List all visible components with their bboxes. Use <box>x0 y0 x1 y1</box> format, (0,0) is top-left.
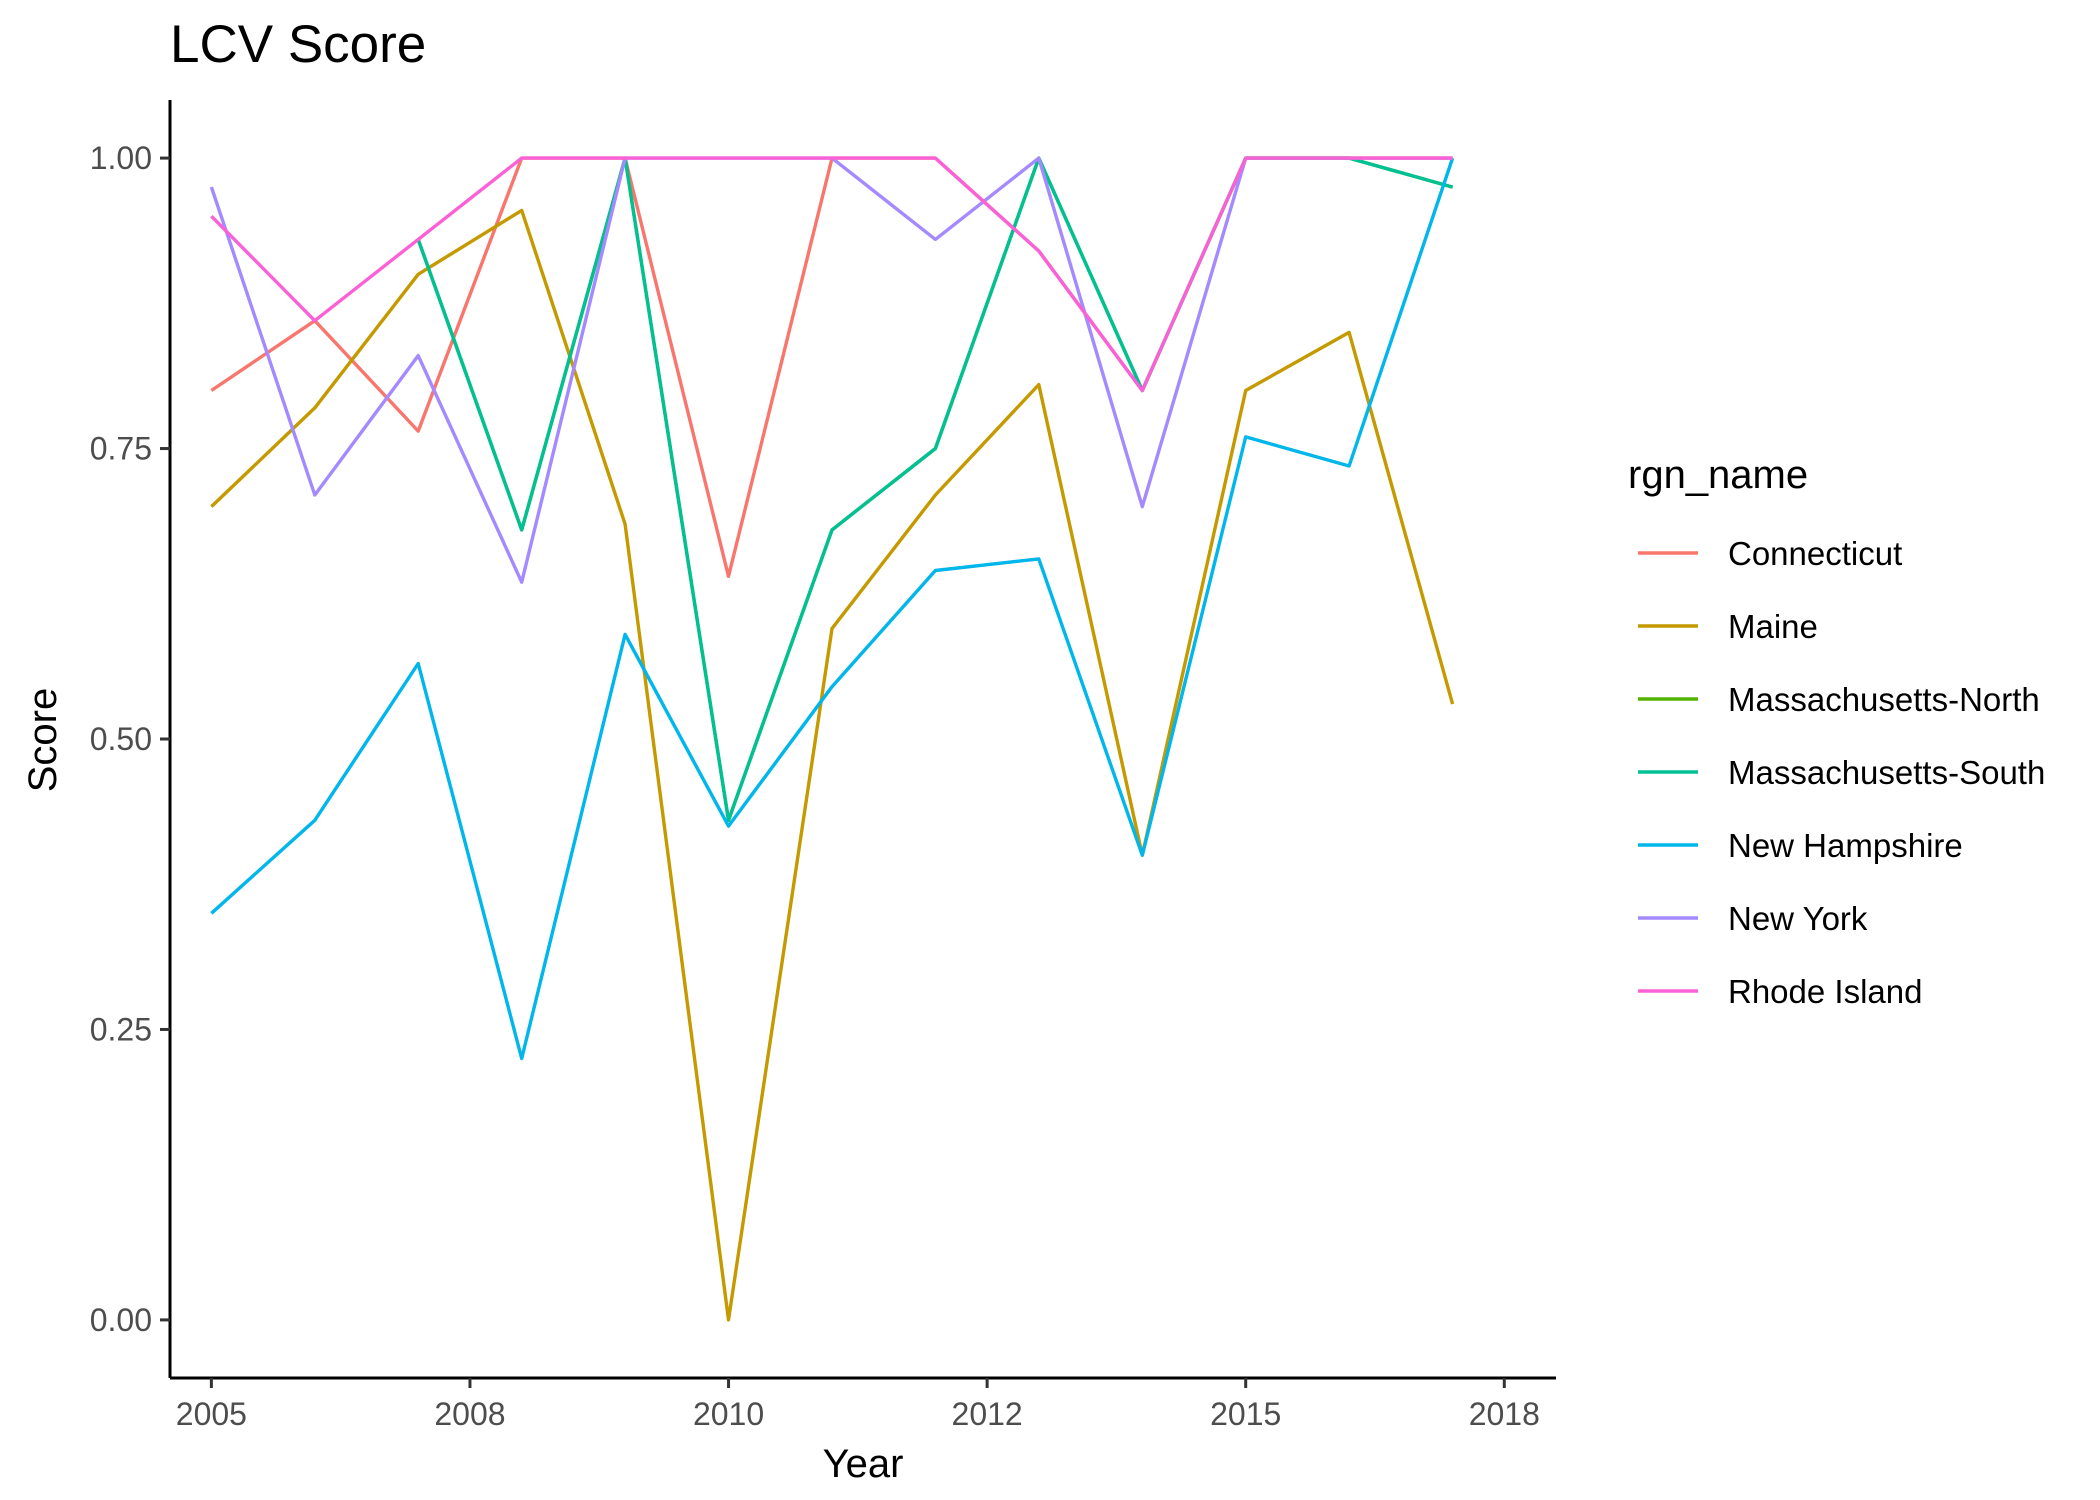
legend: rgn_name Connecticut Maine Massachusetts-N… <box>1628 453 2045 1010</box>
legend-items: Connecticut Maine Massachusetts-North Massa… <box>1638 535 2045 1010</box>
y-tick-label: 0.25 <box>90 1011 152 1047</box>
legend-label-rhode-island: Rhode Island <box>1728 973 1922 1010</box>
series-line-connecticut <box>210 156 1453 578</box>
y-tick-label: 0.75 <box>90 431 152 467</box>
y-axis-ticks: 0.00 0.25 0.50 0.75 1.00 <box>90 140 170 1338</box>
y-tick-label: 0.00 <box>90 1302 152 1338</box>
x-tick-label: 2012 <box>952 1396 1023 1432</box>
y-axis-title: Score <box>21 688 65 793</box>
legend-label-maine: Maine <box>1728 608 1818 645</box>
series-lines <box>209 156 1455 1322</box>
series-line-massachusetts-south <box>416 156 1454 822</box>
y-tick-label: 0.50 <box>90 721 152 757</box>
x-tick-label: 2015 <box>1210 1396 1281 1432</box>
x-tick-label: 2018 <box>1469 1396 1540 1432</box>
x-tick-label: 2010 <box>693 1396 764 1432</box>
chart-title: LCV Score <box>170 15 426 74</box>
plot-area: 2005 2008 2010 2012 2015 2018 0.00 0.25 0.50 0.7… <box>90 100 1556 1432</box>
legend-label-connecticut: Connecticut <box>1728 535 1902 572</box>
series-line-new-york <box>209 156 1453 584</box>
series-line-maine <box>210 208 1455 1322</box>
legend-title: rgn_name <box>1628 453 1808 497</box>
x-tick-label: 2005 <box>176 1396 247 1432</box>
legend-label-massachusetts-north: Massachusetts-North <box>1728 681 2040 718</box>
legend-label-new-york: New York <box>1728 900 1868 937</box>
legend-label-massachusetts-south: Massachusetts-South <box>1728 754 2045 791</box>
series-line-new-hampshire <box>210 157 1455 1061</box>
series-line-massachusetts-north <box>416 156 1454 822</box>
legend-label-new-hampshire: New Hampshire <box>1728 827 1963 864</box>
x-tick-label: 2008 <box>434 1396 505 1432</box>
x-axis-ticks: 2005 2008 2010 2012 2015 2018 <box>176 1378 1540 1432</box>
series-line-rhode-island <box>210 156 1453 393</box>
x-axis-title: Year <box>823 1442 904 1486</box>
y-tick-label: 1.00 <box>90 140 152 176</box>
